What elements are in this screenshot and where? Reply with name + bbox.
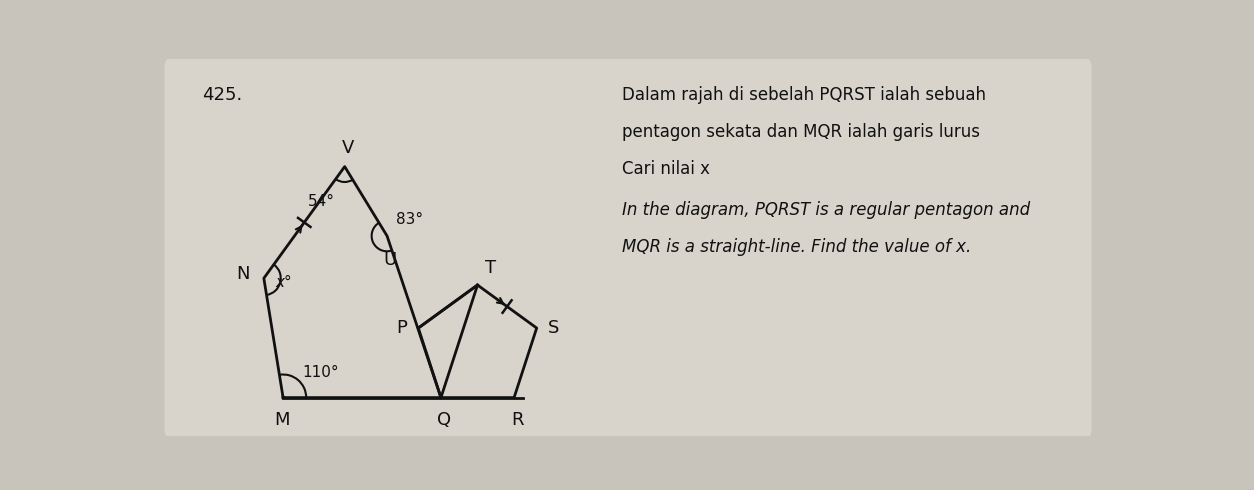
Text: 83°: 83°	[396, 212, 424, 227]
Text: 54°: 54°	[308, 194, 335, 209]
FancyBboxPatch shape	[164, 57, 1091, 439]
Text: MQR is a straight-line. Find the value of x.: MQR is a straight-line. Find the value o…	[622, 238, 971, 256]
Text: N: N	[237, 266, 250, 283]
Text: S: S	[548, 319, 559, 337]
Text: 110°: 110°	[302, 366, 339, 380]
Text: U: U	[384, 251, 396, 270]
Text: T: T	[485, 259, 497, 277]
Text: M: M	[273, 411, 290, 429]
Text: x°: x°	[276, 274, 292, 290]
Text: P: P	[396, 319, 408, 337]
Text: In the diagram, PQRST is a regular pentagon and: In the diagram, PQRST is a regular penta…	[622, 201, 1030, 219]
Text: R: R	[510, 411, 523, 429]
Text: 425.: 425.	[202, 86, 242, 104]
Text: Cari nilai x: Cari nilai x	[622, 160, 710, 178]
Text: V: V	[341, 139, 354, 157]
Text: pentagon sekata dan MQR ialah garis lurus: pentagon sekata dan MQR ialah garis luru…	[622, 122, 979, 141]
Text: Q: Q	[436, 411, 451, 429]
Text: Dalam rajah di sebelah PQRST ialah sebuah: Dalam rajah di sebelah PQRST ialah sebua…	[622, 86, 986, 104]
